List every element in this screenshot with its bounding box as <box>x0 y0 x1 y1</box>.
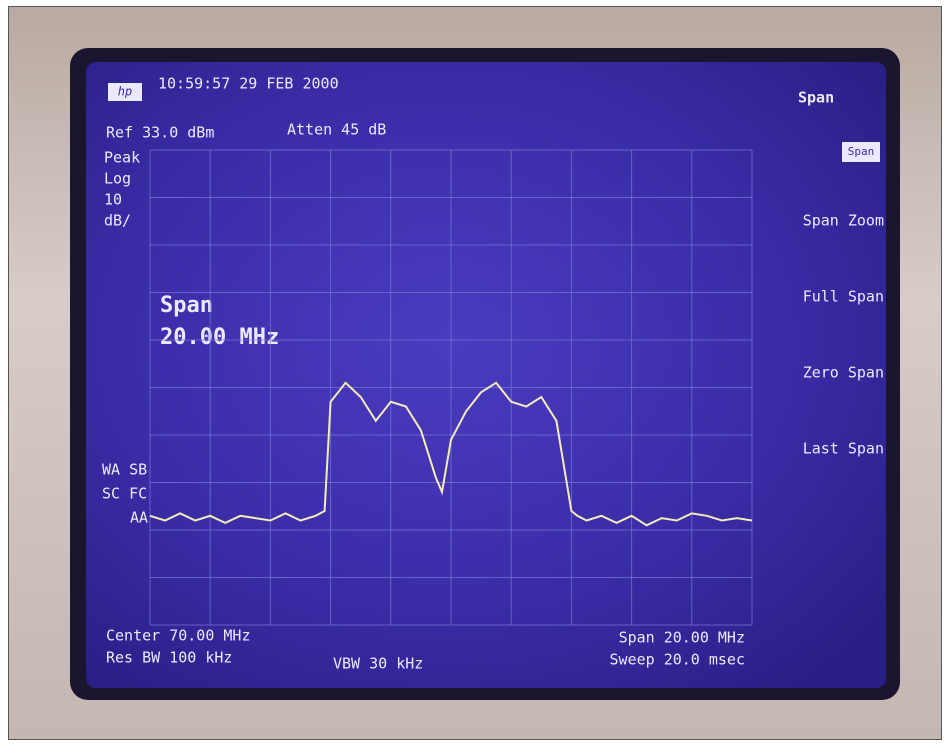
attenuation: Atten 45 dB <box>287 121 386 139</box>
analyzer-screen: hp 10:59:57 29 FEB 2000 Span Ref 33.0 dB… <box>0 0 947 744</box>
softkey-label[interactable]: Span <box>848 145 875 158</box>
status-annotation: WA SB <box>102 461 147 479</box>
page: hp 10:59:57 29 FEB 2000 Span Ref 33.0 dB… <box>0 0 947 744</box>
status-annotation: SC FC <box>102 485 147 503</box>
bottom-annotation: Span 20.00 MHz <box>619 629 745 647</box>
bottom-annotation: Sweep 20.0 msec <box>610 651 745 669</box>
scale-info: dB/ <box>104 212 131 230</box>
menu-title: Span <box>798 89 834 107</box>
active-function: 20.00 MHz <box>160 325 279 350</box>
softkey-label[interactable]: Span Zoom <box>803 212 884 230</box>
screen <box>86 62 886 688</box>
hp-logo-text: hp <box>118 85 132 99</box>
scale-info: Peak <box>104 149 140 167</box>
softkey-label[interactable]: Last Span <box>803 440 884 458</box>
scale-info: Log <box>104 170 131 188</box>
timestamp: 10:59:57 29 FEB 2000 <box>158 75 339 93</box>
status-annotation: AA <box>130 509 148 527</box>
bottom-annotation: Res BW 100 kHz <box>106 649 232 667</box>
ref-level: Ref 33.0 dBm <box>106 124 214 142</box>
active-function: Span <box>160 293 213 318</box>
bottom-annotation: VBW 30 kHz <box>333 655 423 673</box>
softkey-label[interactable]: Zero Span <box>803 364 884 382</box>
bottom-annotation: Center 70.00 MHz <box>106 627 251 645</box>
softkey-label[interactable]: Full Span <box>803 288 884 306</box>
scale-info: 10 <box>104 191 122 209</box>
